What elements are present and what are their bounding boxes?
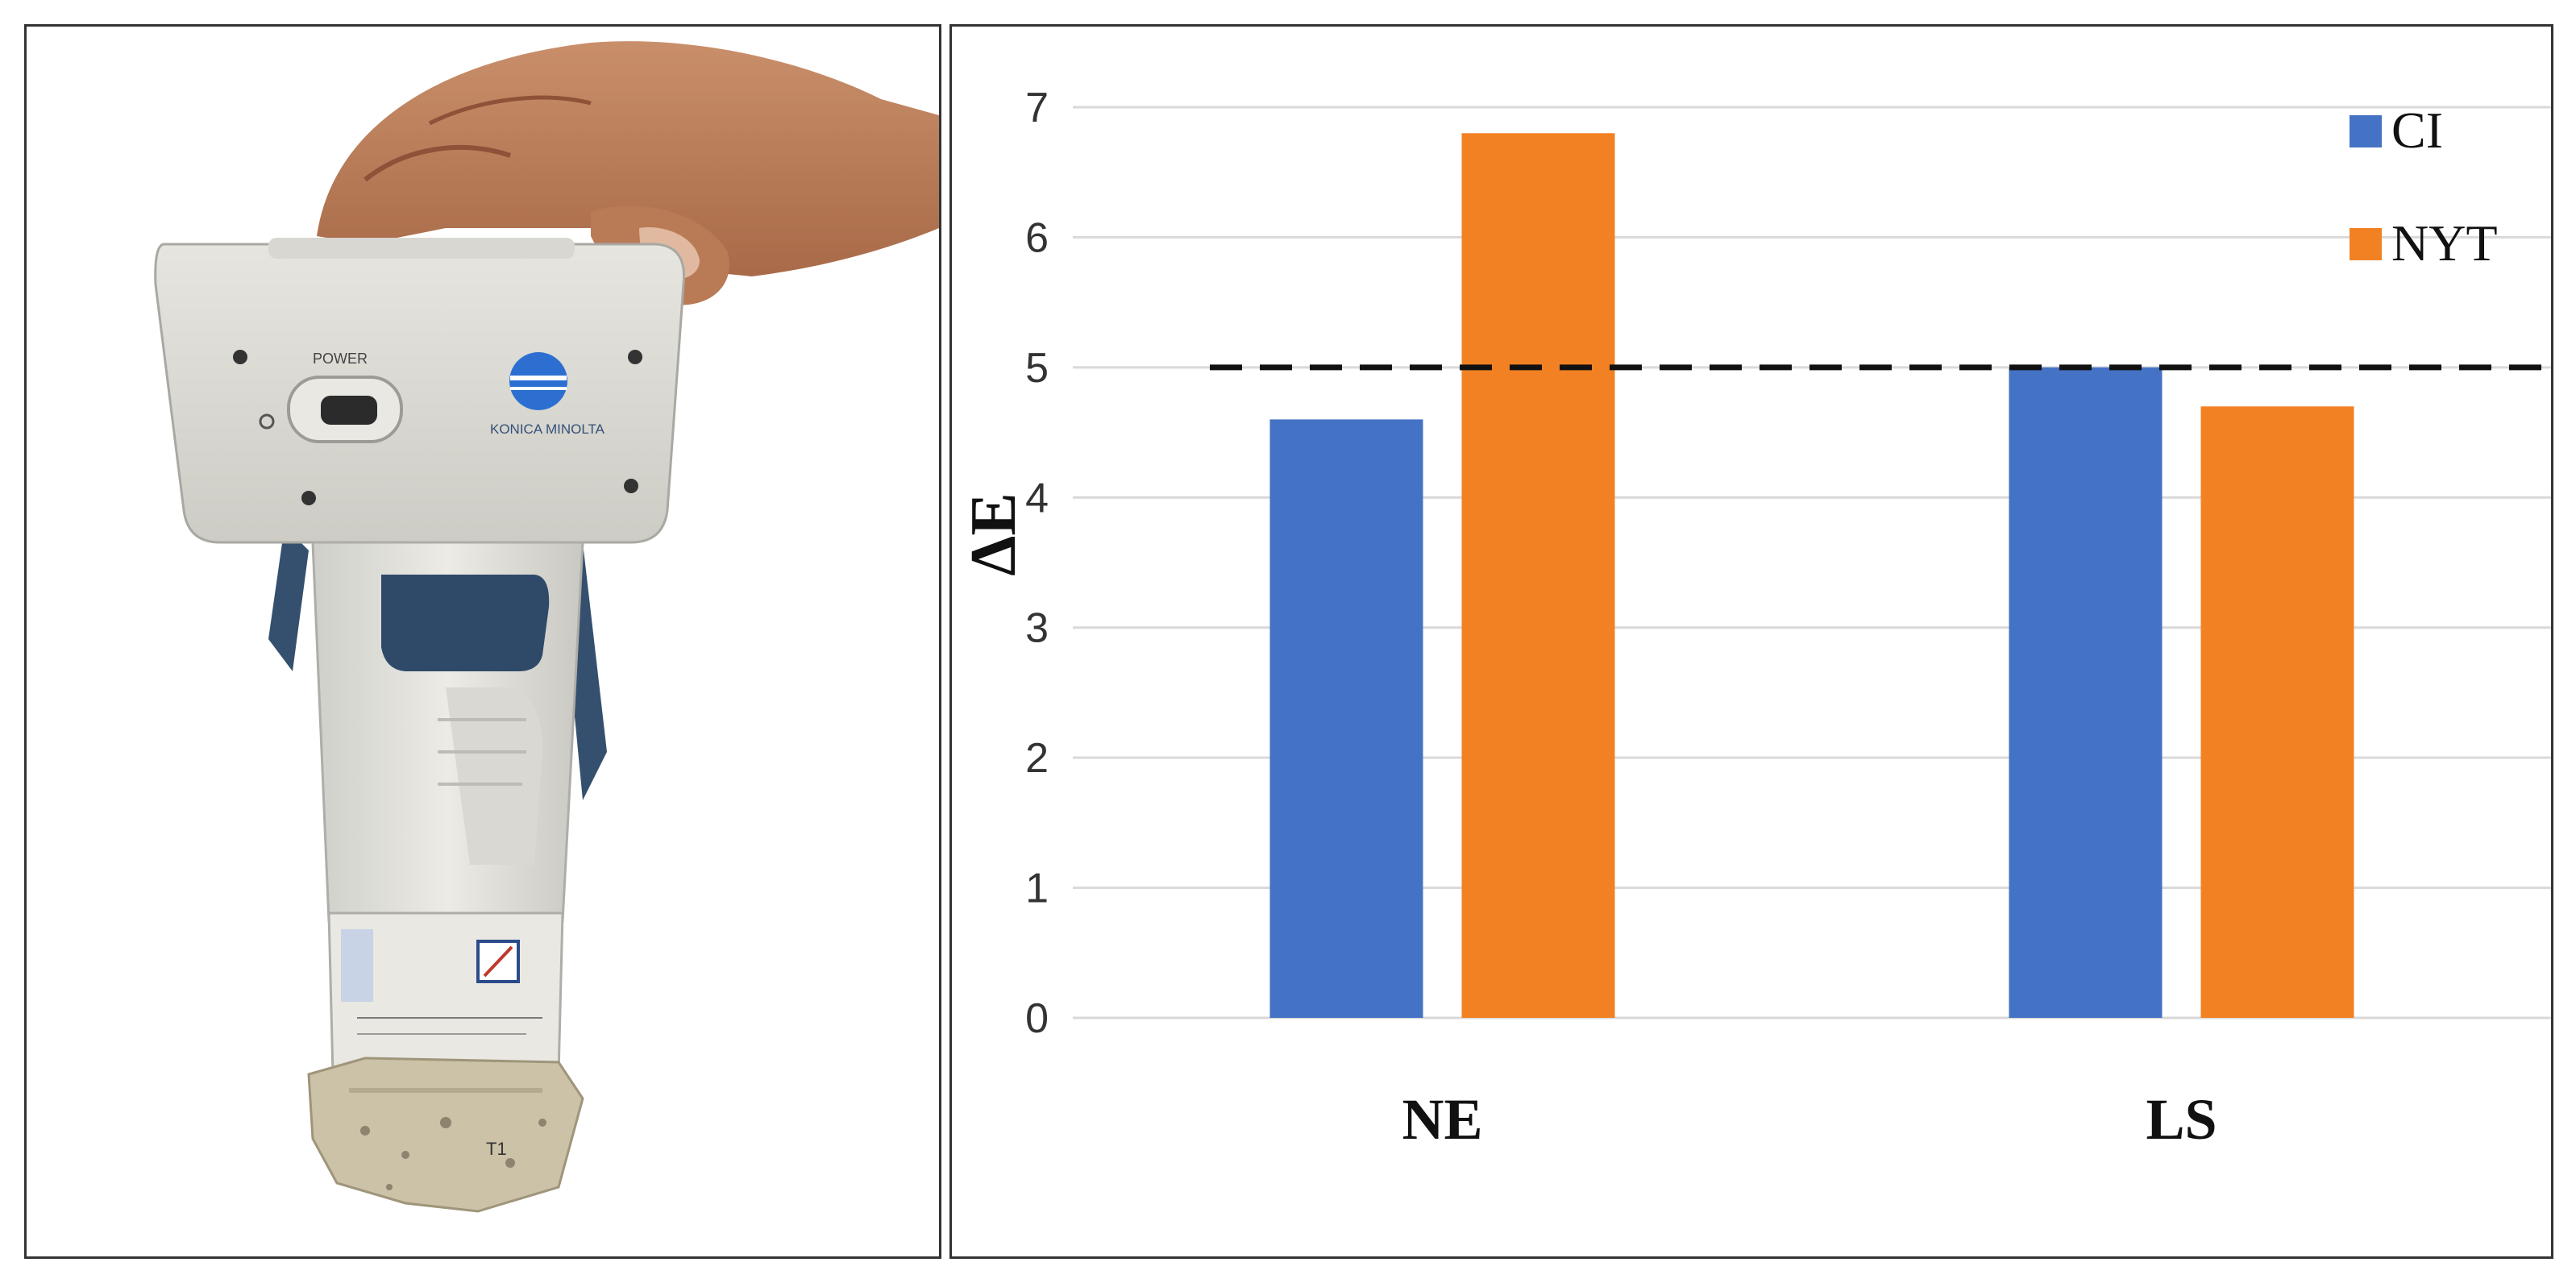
strap-left — [268, 526, 309, 671]
legend-label-ci: CI — [2391, 102, 2443, 159]
bar-ls-nyt — [2200, 406, 2354, 1018]
instrument-handle — [311, 541, 584, 923]
y-axis-label: ΔE — [958, 492, 1029, 576]
handle-button — [381, 575, 550, 671]
brand-logo — [509, 352, 567, 410]
y-tick-label: 0 — [1025, 995, 1049, 1042]
y-tick-label: 5 — [1025, 345, 1049, 392]
brand-label: KONICA MINOLTA — [490, 421, 605, 437]
bar-ne-nyt — [1461, 133, 1615, 1018]
x-axis-categories: NE LS — [1402, 1087, 2217, 1152]
y-tick-label: 7 — [1025, 85, 1049, 131]
y-tick-label: 2 — [1025, 735, 1049, 782]
legend-label-nyt: NYT — [2391, 214, 2498, 272]
instrument-head: POWER KONICA MINOLTA — [154, 238, 686, 544]
y-tick-label: 3 — [1025, 605, 1049, 652]
delta-e-bar-chart: 0 1 2 3 4 5 6 7 NE LS ΔE CI NYT — [958, 85, 2551, 1152]
photo-panel: POWER KONICA MINOLTA — [24, 24, 941, 1259]
y-tick-label: 4 — [1025, 475, 1049, 521]
chart-panel: 0 1 2 3 4 5 6 7 NE LS ΔE CI NYT — [949, 24, 2553, 1259]
x-category-label: NE — [1402, 1087, 1482, 1152]
y-tick-label: 1 — [1025, 866, 1049, 912]
power-label: POWER — [313, 351, 368, 367]
colorimeter-photo: POWER KONICA MINOLTA — [154, 41, 939, 1213]
sample-label: T1 — [486, 1139, 507, 1159]
bars — [1269, 133, 2354, 1018]
y-axis-ticks: 0 1 2 3 4 5 6 7 — [1025, 85, 1049, 1042]
x-category-label: LS — [2146, 1087, 2217, 1152]
bar-ne-ci — [1269, 419, 1423, 1018]
legend-swatch-ci — [2350, 115, 2382, 147]
legend: CI NYT — [2350, 102, 2498, 272]
hand — [317, 41, 939, 305]
y-tick-label: 6 — [1025, 214, 1049, 261]
bar-ls-ci — [2009, 367, 2163, 1018]
stone-sample: T1 — [307, 1057, 584, 1213]
legend-swatch-nyt — [2350, 228, 2382, 260]
